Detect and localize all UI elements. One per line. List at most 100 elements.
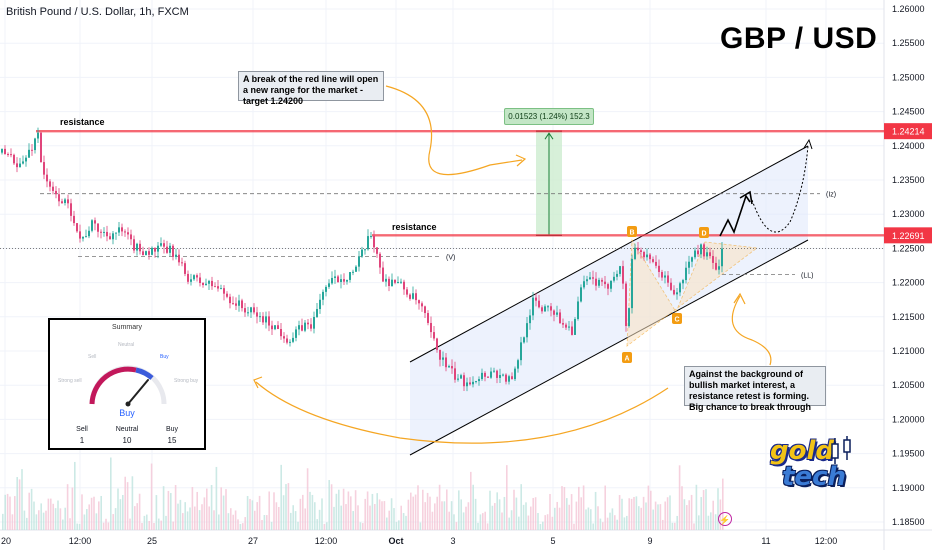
volume-bar (630, 498, 633, 530)
candle-body (196, 275, 198, 278)
candle-body (169, 245, 171, 253)
volume-bar (378, 499, 381, 530)
x-tick-label: 27 (248, 536, 258, 546)
candle-body (160, 243, 162, 246)
volume-bar (542, 521, 544, 530)
candle-body (247, 312, 249, 314)
volume-bar (424, 502, 426, 530)
volume-bar (544, 515, 546, 530)
volume-bar (158, 518, 160, 530)
candle-body (37, 132, 39, 139)
candle-body (496, 370, 498, 378)
y-tick-label: 1.23500 (892, 175, 925, 185)
y-tick-label: 1.19500 (892, 449, 925, 459)
candle-body (133, 239, 135, 251)
candle-body (28, 149, 30, 158)
projection-dotted-head (803, 138, 813, 150)
gauge-dial (89, 365, 167, 407)
volume-bar (90, 497, 93, 530)
sell-count: Sell 1 (62, 426, 102, 445)
volume-bar (568, 504, 570, 530)
candle-body (694, 250, 696, 258)
volume-bar (434, 503, 436, 530)
volume-bar (458, 490, 460, 530)
candle-body (523, 337, 525, 343)
candle-body (709, 252, 711, 257)
volume-bar (138, 493, 141, 530)
volume-bar (261, 519, 263, 530)
candle-body (463, 375, 465, 387)
candle-body (517, 360, 519, 369)
volume-bar (122, 494, 124, 530)
volume-bar (294, 511, 297, 530)
level-label: (LL) (801, 272, 813, 279)
candle-body (211, 280, 213, 287)
candle-body (457, 378, 459, 380)
candle-body (664, 275, 666, 278)
candle-body (61, 201, 63, 204)
candle-body (208, 280, 210, 284)
pattern-point-label: A (624, 356, 629, 363)
candle-body (535, 297, 537, 301)
volume-bar (417, 485, 419, 530)
volume-bar (638, 506, 640, 530)
volume-bar (86, 509, 88, 530)
volume-bar (602, 522, 604, 530)
candle-body (238, 300, 240, 306)
volume-bar (275, 502, 278, 530)
candle-body (286, 338, 288, 343)
candle-body (328, 283, 330, 287)
candle-body (541, 307, 543, 312)
resistance-label-upper: resistance (60, 117, 105, 127)
volume-bar (498, 499, 501, 530)
candle-body (343, 279, 345, 282)
volume-bar (532, 497, 534, 530)
volume-bar (470, 471, 472, 530)
candle-body (718, 266, 720, 270)
candle-body (475, 381, 477, 383)
flash-icon[interactable]: ⚡ (718, 512, 732, 526)
volume-bar (554, 507, 556, 530)
volume-bar (414, 494, 417, 530)
candle-body (661, 271, 663, 278)
volume-bar (251, 500, 254, 530)
candle-body (64, 199, 66, 204)
candle-body (310, 324, 312, 329)
volume-bar (662, 519, 664, 530)
candle-body (571, 326, 573, 335)
volume-bar (323, 523, 326, 530)
volume-bar (88, 504, 90, 530)
projection-dotted (751, 145, 809, 233)
candle-body (619, 266, 621, 274)
candle-body (283, 336, 285, 339)
candle-body (592, 277, 594, 279)
candle-body (502, 374, 504, 376)
candle-body (466, 382, 468, 387)
candle-body (127, 232, 129, 235)
candle-body (106, 231, 108, 237)
candle-body (337, 276, 339, 283)
candle-body (616, 273, 618, 277)
volume-bar (429, 496, 431, 530)
candle-body (679, 283, 681, 293)
volume-bar (314, 502, 316, 530)
triangle-pattern (626, 238, 759, 347)
volume-bar (270, 521, 273, 530)
volume-bar (633, 497, 635, 530)
candle-body (31, 149, 33, 151)
volume-bar (693, 523, 695, 530)
volume-bar (230, 508, 232, 530)
candle-body (436, 338, 438, 350)
volume-bar (674, 522, 676, 530)
volume-bar (611, 508, 614, 530)
candle-body (484, 372, 486, 377)
volume-bar (503, 496, 506, 530)
pattern-point-label: C (674, 317, 679, 324)
candle-body (451, 366, 453, 369)
volume-bar (506, 465, 508, 530)
candle-body (181, 262, 183, 264)
volume-bar (597, 506, 599, 530)
candle-body (187, 273, 189, 282)
candle-body (382, 267, 384, 282)
volume-bar (448, 511, 450, 530)
